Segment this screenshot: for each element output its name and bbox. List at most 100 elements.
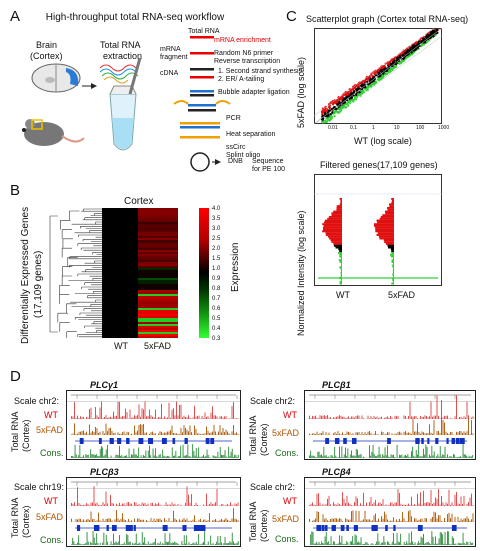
wf-primer-2: Reverse transcription	[214, 58, 280, 65]
browser-tracks	[305, 478, 475, 546]
scatter-tick: 0.01	[328, 125, 338, 131]
wf-synth-2: 2. ER/ A-tailing	[218, 76, 264, 83]
wf-mrna: mRNA	[160, 46, 181, 53]
scatter-xlabel: WT (log scale)	[354, 136, 412, 146]
track4-browser	[304, 477, 476, 547]
wf-synth-1: 1. Second strand synthesis	[218, 68, 302, 75]
dist-title: Filtered genes(17,109 genes)	[320, 160, 438, 170]
track2-cons: Cons.	[275, 448, 299, 458]
wf-sequence: Sequence	[252, 158, 284, 165]
legend-tick: 0.8	[212, 286, 220, 292]
wf-cdna: cDNA	[160, 70, 178, 77]
track3-gene: PLCβ3	[90, 467, 119, 477]
legend-tick: 0.4	[212, 326, 220, 332]
dist-ylabel: Normalized Intensity (log scale)	[296, 210, 306, 336]
scatter-tick: 0.1	[350, 125, 357, 131]
wf-pcr: PCR	[226, 115, 241, 122]
legend-tick: 4.0	[212, 206, 220, 212]
heatmap-ylabel-2: (17,109 genes)	[33, 251, 44, 318]
brain-icon	[32, 64, 80, 92]
track4-ylabel: Total RNA	[248, 501, 258, 542]
track3-cons: Cons.	[40, 535, 64, 545]
legend-tick: 0.7	[212, 296, 220, 302]
wf-sscirc: ssCirc	[226, 144, 245, 151]
track4-cons: Cons.	[275, 534, 299, 544]
scatterplot	[314, 28, 442, 124]
track3-wt: WT	[44, 496, 58, 506]
track2-browser	[304, 390, 476, 460]
legend-tick: 2.0	[212, 246, 220, 252]
panel-b-letter: B	[10, 182, 20, 199]
track2-scale: Scale chr2:	[250, 396, 295, 406]
dendrogram	[46, 208, 102, 338]
panel-d-letter: D	[10, 368, 21, 385]
track1-ylabel: Total RNA	[10, 411, 20, 452]
distribution-plot	[314, 174, 442, 286]
panel-a-letter: A	[10, 8, 20, 25]
track1-5xfad: 5xFAD	[36, 425, 63, 435]
heatmap-wt-column	[102, 208, 138, 338]
scatter-ylabel: 5xFAD (log scale)	[296, 57, 306, 128]
wf-dnb: DNB	[228, 158, 243, 165]
track3-ylabel: Total RNA	[10, 497, 20, 538]
track2-ysub: (Cortex)	[259, 423, 269, 456]
track2-ylabel: Total RNA	[248, 415, 258, 456]
wf-mrna-enrich: mRNA enrichment	[214, 37, 271, 44]
wf-bubble: Bubble adapter ligation	[218, 89, 290, 96]
heatmap-x-5xfad: 5xFAD	[144, 341, 171, 351]
color-legend-title: Expression	[230, 243, 241, 292]
rna-label: Total RNA	[100, 40, 141, 50]
scatter-tick: 10	[394, 125, 400, 131]
legend-tick: 3.5	[212, 216, 220, 222]
color-legend-bar	[199, 208, 209, 338]
legend-tick: 0.6	[212, 306, 220, 312]
browser-tracks	[67, 478, 240, 546]
track2-5xfad: 5xFAD	[272, 428, 299, 438]
track4-wt: WT	[283, 496, 297, 506]
track3-scale: Scale chr19:	[14, 482, 64, 492]
panel-a-illustrations	[14, 58, 154, 168]
panel-a-title: High-throughput total RNA-seq workflow	[30, 12, 240, 23]
wf-fragment: fragment	[160, 54, 188, 61]
color-legend-ticks: 4.0 3.5 3.0 2.5 2.0 1.5 1.0 0.9 0.8 0.7 0.6 0.5 0.4 0…	[212, 206, 226, 340]
track4-scale: Scale chr2:	[250, 482, 295, 492]
track1-scale: Scale chr2:	[14, 396, 59, 406]
legend-tick: 1.5	[212, 256, 220, 262]
wf-heat: Heat separation	[226, 131, 275, 138]
track1-browser	[66, 390, 241, 460]
track3-browser	[66, 477, 241, 547]
track4-5xfad: 5xFAD	[272, 514, 299, 524]
brain-label: Brain	[36, 40, 57, 50]
dist-x-5xfad: 5xFAD	[388, 290, 415, 300]
scatter-tick: 100	[416, 125, 424, 131]
scatter-tick: 1000	[438, 125, 449, 131]
track4-ysub: (Cortex)	[259, 509, 269, 542]
track2-gene: PLCβ1	[322, 380, 351, 390]
legend-tick: 0.9	[212, 276, 220, 282]
legend-tick: 0.3	[212, 336, 220, 342]
track1-cons: Cons.	[40, 448, 64, 458]
tube-icon	[110, 86, 136, 150]
legend-tick: 3.0	[212, 226, 220, 232]
legend-tick: 0.5	[212, 316, 220, 322]
heatmap-x-wt: WT	[114, 341, 128, 351]
heatmap-5xfad-column	[138, 208, 178, 338]
panel-c-letter: C	[286, 8, 297, 25]
track3-5xfad: 5xFAD	[36, 512, 63, 522]
heatmap	[102, 208, 178, 338]
track2-wt: WT	[283, 410, 297, 420]
legend-tick: 1.0	[212, 266, 220, 272]
browser-tracks	[305, 391, 475, 459]
heatmap-ylabel-1: Differentially Expressed Genes	[20, 207, 31, 344]
track1-gene: PLCγ1	[90, 380, 118, 390]
scatter-tick: 1	[372, 125, 375, 131]
heatmap-title: Cortex	[124, 196, 153, 207]
track1-wt: WT	[44, 410, 58, 420]
scatter-title: Scatterplot graph (Cortex total RNA-seq)	[306, 14, 468, 24]
wf-total-rna: Total RNA	[188, 28, 220, 35]
track1-ysub: (Cortex)	[21, 419, 31, 452]
track4-gene: PLCβ4	[322, 467, 351, 477]
legend-tick: 2.5	[212, 236, 220, 242]
wf-primer-1: Random N6 primer	[214, 50, 273, 57]
